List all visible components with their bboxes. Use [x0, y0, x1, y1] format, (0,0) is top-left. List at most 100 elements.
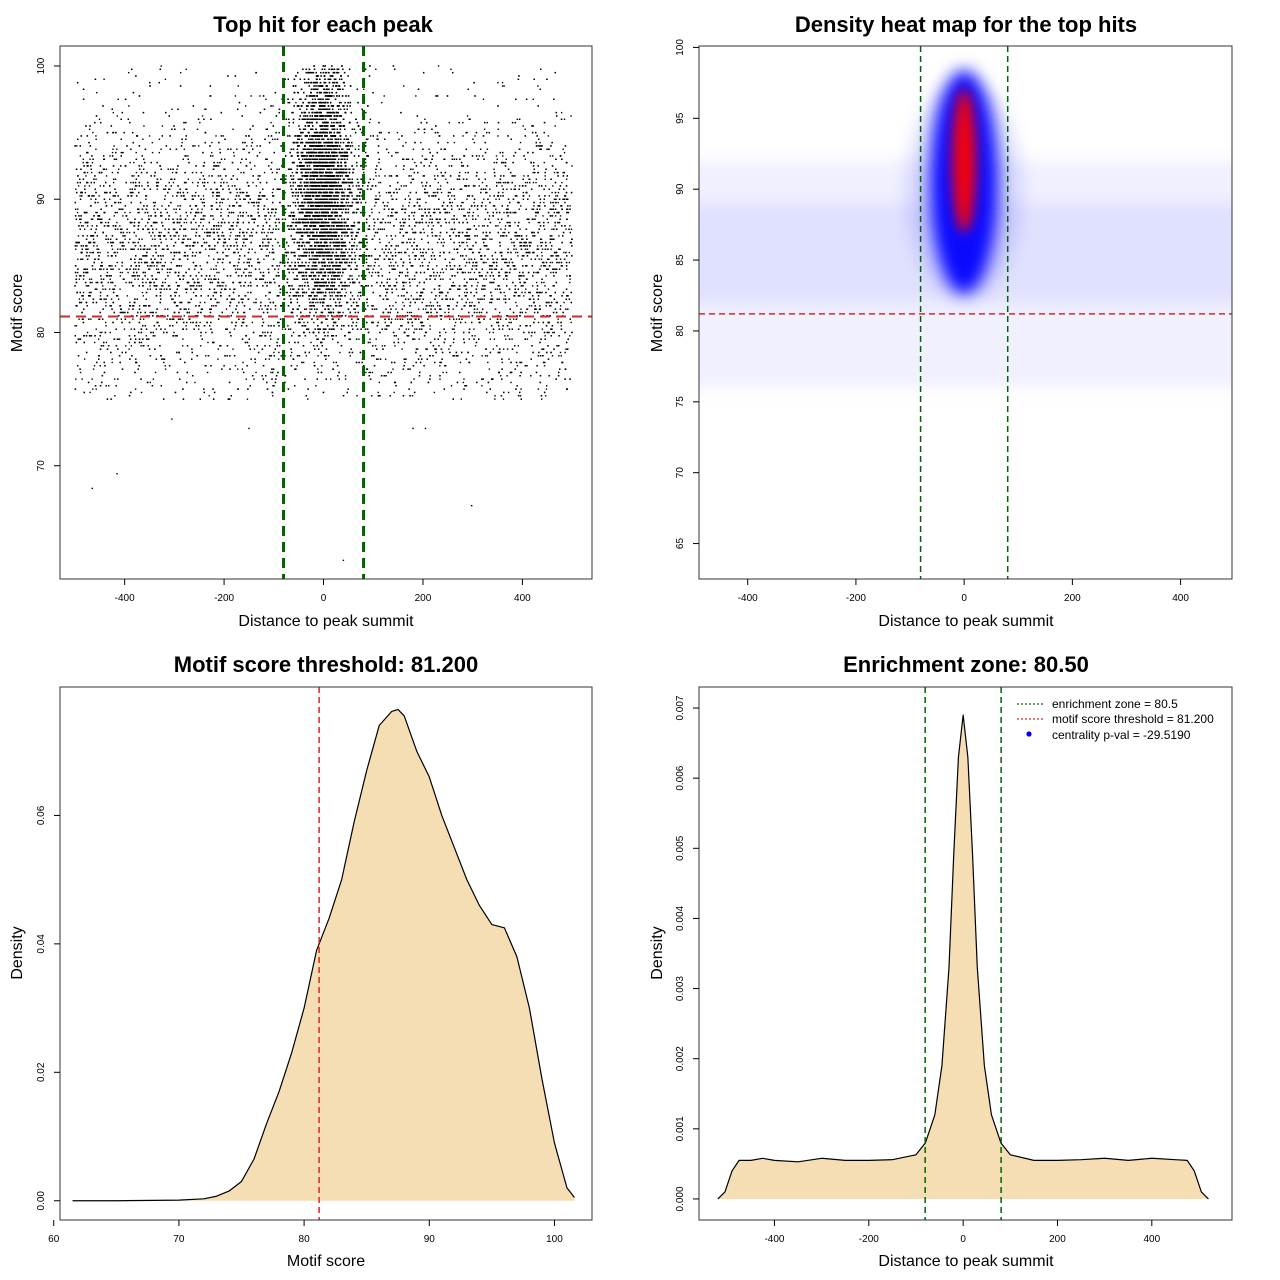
scatter-point: [502, 278, 505, 280]
scatter-point: [295, 278, 298, 280]
scatter-point: [244, 238, 246, 240]
scatter-point: [216, 188, 219, 190]
scatter-point: [547, 221, 549, 224]
scatter-point: [463, 291, 466, 294]
scatter-point: [241, 368, 244, 370]
scatter-point: [215, 265, 217, 267]
scatter-point: [385, 191, 388, 194]
scatter-point: [515, 268, 517, 270]
scatter-point: [96, 245, 98, 247]
scatter-point: [212, 215, 214, 217]
scatter-point: [429, 218, 431, 220]
scatter-point: [485, 278, 488, 280]
scatter-point: [358, 145, 360, 147]
scatter-point: [278, 321, 280, 324]
scatter-point: [550, 238, 553, 240]
scatter-point: [79, 221, 82, 224]
scatter-point: [506, 348, 509, 350]
scatter-point: [495, 181, 498, 184]
scatter-point: [551, 355, 554, 357]
scatter-point: [351, 235, 353, 237]
scatter-point: [501, 361, 503, 364]
scatter-point: [393, 191, 395, 194]
scatter-point: [197, 328, 200, 330]
scatter-point: [344, 375, 347, 377]
scatter-point: [430, 258, 433, 260]
scatter-point: [494, 395, 496, 397]
scatter-point: [473, 271, 476, 274]
scatter-point: [130, 181, 132, 184]
scatter-point: [209, 245, 211, 247]
scatter-point: [499, 221, 501, 224]
scatter-point: [173, 291, 176, 294]
scatter-point: [320, 281, 323, 284]
scatter-point: [543, 281, 545, 284]
scatter-point: [416, 198, 419, 200]
scatter-point: [230, 231, 232, 234]
scatter-point: [497, 135, 499, 137]
scatter-point: [513, 248, 515, 250]
scatter-point: [215, 268, 217, 270]
scatter-point: [156, 265, 158, 267]
scatter-points: [74, 65, 573, 562]
scatter-point: [549, 155, 552, 157]
scatter-point: [363, 251, 365, 254]
scatter-point: [152, 378, 155, 380]
scatter-point: [240, 171, 242, 174]
scatter-point: [160, 285, 163, 287]
scatter-point: [438, 295, 441, 297]
scatter-point: [284, 251, 287, 254]
scatter-point: [124, 238, 126, 240]
scatter-point: [213, 291, 216, 294]
scatter-point: [383, 95, 385, 97]
scatter-point: [341, 288, 344, 290]
scatter-point: [520, 388, 522, 390]
scatter-point: [435, 275, 437, 277]
scatter-point: [456, 248, 458, 250]
scatter-point: [518, 185, 521, 187]
scatter-point: [278, 265, 281, 267]
scatter-point: [130, 248, 132, 250]
scatter-point: [390, 195, 393, 197]
scatter-point: [160, 288, 163, 290]
scatter-point: [410, 175, 412, 177]
scatter-point: [375, 175, 377, 177]
scatter-point: [277, 268, 280, 270]
scatter-point: [244, 105, 247, 107]
scatter-point: [473, 258, 476, 260]
scatter-point: [402, 168, 405, 170]
scatter-point: [509, 318, 511, 320]
scatter-point: [569, 281, 571, 284]
scatter-point: [135, 171, 138, 174]
scatter-point: [129, 301, 131, 304]
scatter-point: [388, 175, 391, 177]
scatter-point: [400, 185, 403, 187]
scatter-point: [100, 298, 103, 300]
scatter-point: [185, 325, 187, 327]
scatter-point: [204, 248, 207, 250]
scatter-point: [543, 201, 545, 204]
scatter-point: [309, 185, 311, 187]
scatter-point: [560, 355, 563, 357]
scatter-point: [115, 201, 117, 204]
scatter-point: [116, 115, 119, 117]
scatter-point: [503, 211, 505, 214]
scatter-point: [270, 338, 272, 340]
scatter-point: [326, 251, 328, 254]
scatter-point: [507, 391, 510, 394]
scatter-point: [466, 245, 469, 247]
scatter-point: [433, 175, 436, 177]
scatter-point: [453, 198, 456, 200]
scatter-point: [368, 371, 370, 374]
scatter-point: [302, 361, 305, 364]
scatter-point: [153, 265, 155, 267]
scatter-point: [149, 288, 152, 290]
scatter-point: [116, 148, 118, 150]
scatter-point: [184, 155, 186, 157]
scatter-point: [557, 171, 559, 174]
scatter-point: [453, 141, 456, 144]
scatter-point: [200, 311, 202, 314]
scatter-point: [525, 228, 528, 230]
scatter-point: [460, 398, 463, 400]
scatter-point: [199, 345, 202, 347]
